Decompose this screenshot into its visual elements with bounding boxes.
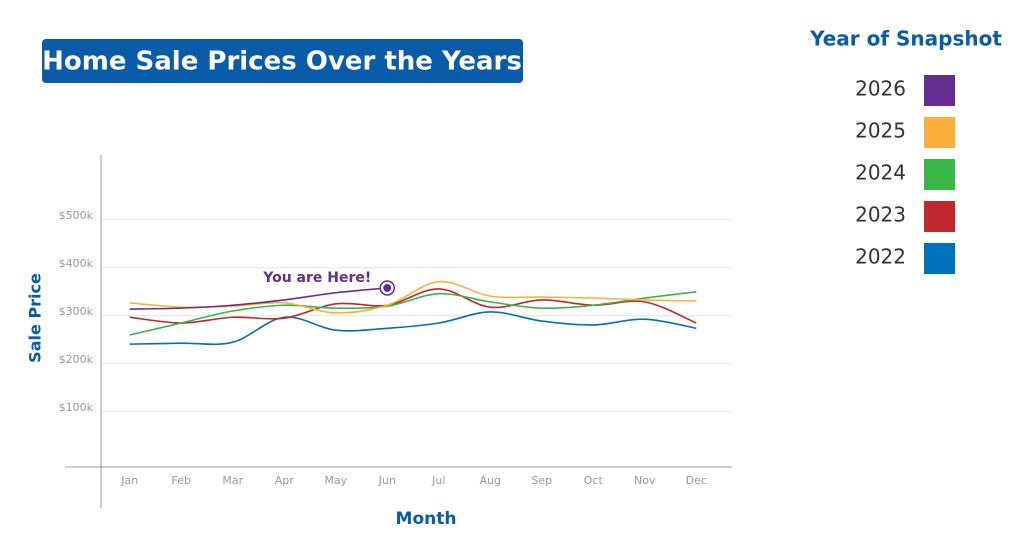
legend-label: 2025 xyxy=(855,119,906,143)
y-tick-label: $400k xyxy=(59,257,94,270)
x-tick-label: May xyxy=(324,474,347,487)
title-box xyxy=(42,39,523,83)
line xyxy=(129,280,697,314)
line xyxy=(129,287,388,310)
y-tick-label: $200k xyxy=(59,353,94,366)
legend-label: 2022 xyxy=(855,245,906,269)
y-tick-label: $500k xyxy=(59,209,94,222)
legend-swatch xyxy=(924,243,955,274)
legend-swatch xyxy=(924,75,955,106)
x-tick-label: Sep xyxy=(531,474,552,487)
annotation: You are Here! xyxy=(262,270,371,286)
chart-title: Home Sale Prices Over the Years xyxy=(42,47,522,77)
x-tick-label: Jun xyxy=(378,474,396,487)
annotation-point xyxy=(383,283,392,292)
x-tick-label: Feb xyxy=(172,474,191,487)
x-tick-label: Jul xyxy=(431,474,445,487)
y-tick-label: $300k xyxy=(59,305,94,318)
legend-swatch xyxy=(924,117,955,148)
x-tick-label: Oct xyxy=(584,474,604,487)
x-tick-label: Apr xyxy=(275,474,295,487)
line xyxy=(129,311,697,346)
x-tick-label: Aug xyxy=(480,474,501,487)
legend-label: 2023 xyxy=(855,203,906,227)
legend-label: 2026 xyxy=(855,77,906,101)
legend-title: Year of Snapshot xyxy=(809,27,1002,51)
x-tick-label: Mar xyxy=(222,474,243,487)
x-tick-label: Dec xyxy=(686,474,707,487)
y-axis-label: Sale Price xyxy=(26,273,45,363)
line xyxy=(129,291,697,336)
x-axis-label: Month xyxy=(396,509,457,529)
x-tick-label: Nov xyxy=(634,474,656,487)
legend-swatch xyxy=(924,159,955,190)
legend-label: 2024 xyxy=(855,161,906,185)
y-tick-label: $100k xyxy=(59,401,94,414)
legend-swatch xyxy=(924,201,955,232)
x-tick-label: Jan xyxy=(120,474,138,487)
